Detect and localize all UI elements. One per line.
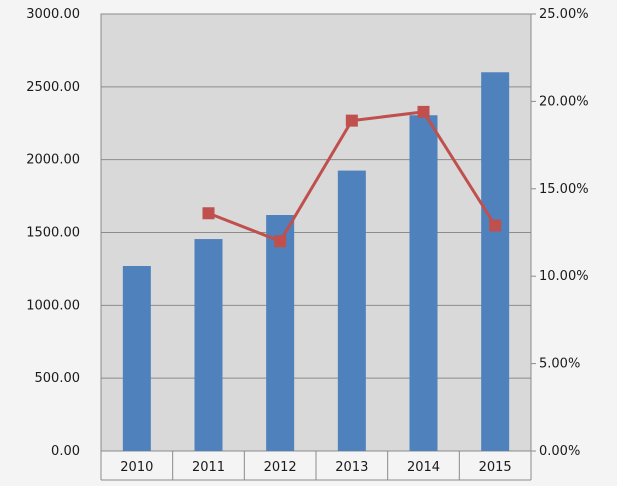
bar	[409, 115, 438, 451]
bar-series	[122, 72, 510, 452]
left-axis-tick-label: 0.00	[51, 444, 80, 459]
line-series	[202, 105, 502, 248]
bar	[481, 72, 510, 452]
x-axis-tick-label: 2010	[120, 460, 153, 475]
left-axis-tick-label: 500.00	[35, 371, 81, 386]
right-axis-tick-label: 5.00%	[539, 357, 580, 372]
bar	[337, 170, 366, 451]
right-axis-tick-label: 0.00%	[539, 444, 580, 459]
x-axis: 2010 2011 2012 2013 2014 2015	[100, 451, 532, 481]
x-axis-tick-label: 2012	[264, 460, 297, 475]
right-axis: 0.00% 5.00% 10.00% 15.00% 20.00% 25.00%	[531, 7, 589, 459]
line-marker	[345, 114, 358, 127]
left-axis-tick-label: 2500.00	[26, 80, 80, 95]
left-axis-tick-label: 1000.00	[26, 298, 80, 313]
x-axis-tick-label: 2014	[407, 460, 440, 475]
line-marker	[202, 207, 215, 220]
right-axis-tick-label: 25.00%	[539, 7, 589, 22]
right-axis-tick-label: 10.00%	[539, 269, 589, 284]
left-axis: 0.00 500.00 1000.00 1500.00 2000.00 2500.00 30…	[26, 7, 80, 459]
right-axis-tick-label: 20.00%	[539, 94, 589, 109]
x-axis-tick-label: 2015	[479, 460, 512, 475]
x-axis-tick-label: 2013	[335, 460, 368, 475]
bar	[266, 215, 295, 451]
right-axis-tick-label: 15.00%	[539, 182, 589, 197]
line-marker	[417, 105, 430, 118]
left-axis-tick-label: 1500.00	[26, 226, 80, 241]
left-axis-tick-label: 2000.00	[26, 153, 80, 168]
bar	[122, 266, 151, 451]
left-axis-tick-label: 3000.00	[26, 7, 80, 22]
line-marker	[274, 235, 287, 248]
x-axis-tick-label: 2011	[192, 460, 225, 475]
bar	[194, 239, 223, 451]
line-marker	[489, 219, 502, 232]
gridlines	[101, 86, 531, 379]
